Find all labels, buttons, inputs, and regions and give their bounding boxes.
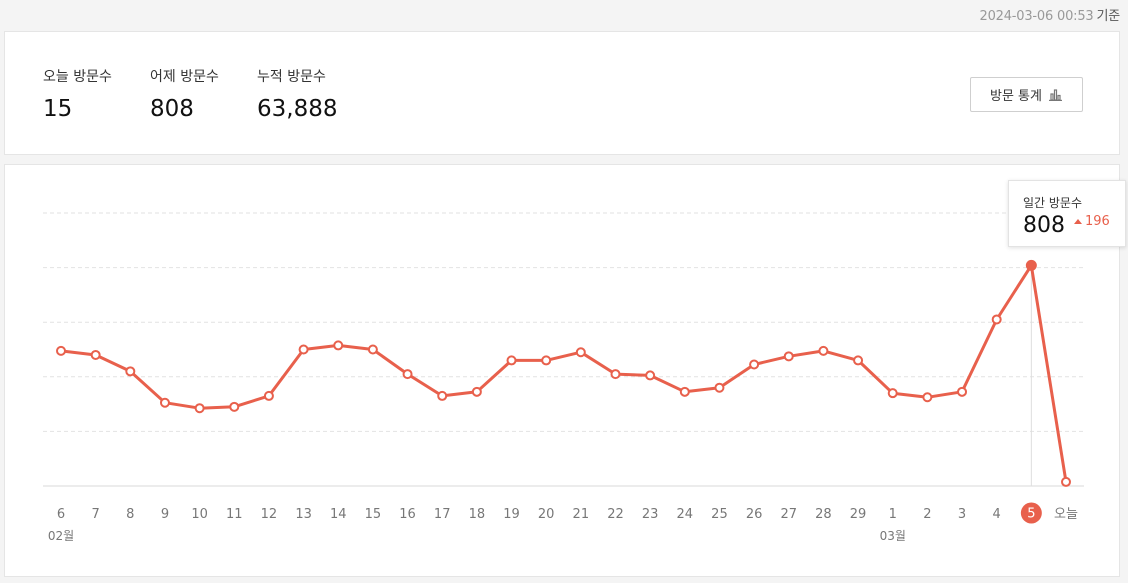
stat-total-label: 누적 방문수 [257,69,326,85]
x-tick-label: 13 [295,507,312,522]
bar-chart-icon [1048,89,1062,101]
stats-summary-card: 오늘 방문수 15 어제 방문수 808 누적 방문수 63,888 방문 통계 [4,31,1120,155]
data-point [159,397,170,408]
data-point [402,369,413,380]
daily-visits-chart-card: 6 7 8 9 10 11 12 13 14 15 16 17 18 19 20 21 22 23 24 25 26 27… [4,164,1126,577]
x-tick-label: 29 [850,507,867,522]
x-tick-label: 1 [889,507,897,522]
data-point [229,401,240,412]
up-arrow-icon [1074,219,1082,224]
stat-yesterday-value: 808 [150,96,194,122]
series-line [59,263,1068,484]
data-point [90,349,101,360]
x-tick-label: 3 [958,507,966,522]
x-tick-label: 12 [261,507,278,522]
x-tick-label: 22 [607,507,624,522]
data-point [125,366,136,377]
data-point [575,347,586,358]
stat-today-label: 오늘 방문수 [43,69,112,85]
data-point [1061,476,1071,487]
data-point [471,386,482,397]
data-point [541,355,552,366]
x-tick-label: 6 [57,507,65,522]
data-point [922,392,933,403]
x-tick-label: 10 [191,507,208,522]
chart-tooltip: 일간 방문수 808 196 [1008,180,1126,247]
x-tick-label: 9 [161,507,169,522]
month-label: 03월 [880,529,906,543]
stat-yesterday-label: 어제 방문수 [150,69,219,85]
x-tick-label: 14 [330,507,347,522]
data-point [298,344,309,355]
x-tick-label: 8 [126,507,134,522]
stat-yesterday: 어제 방문수 808 [150,66,219,122]
data-point [610,369,621,380]
stat-today: 오늘 방문수 15 [43,66,112,122]
data-point [818,345,829,356]
x-tick-label: 15 [365,507,382,522]
x-tick-label: 24 [677,507,694,522]
visit-stats-button[interactable]: 방문 통계 [970,77,1083,112]
data-point [56,345,66,356]
data-point [263,390,274,401]
visit-stats-button-label: 방문 통계 [990,89,1042,104]
timestamp-value: 2024-03-06 00:53 [979,9,1094,24]
x-tick-label: 25 [711,507,728,522]
x-tick-label: 7 [92,507,100,522]
x-tick-label: 4 [993,507,1001,522]
data-point [783,351,794,362]
data-point [887,388,898,399]
x-tick-label: 2 [923,507,931,522]
tooltip-value: 808 [1023,213,1065,238]
tooltip-label: 일간 방문수 [1023,196,1083,210]
x-tick-label: 20 [538,507,555,522]
x-tick-label: 17 [434,507,451,522]
timestamp: 2024-03-06 00:53 기준 [979,5,1121,24]
daily-visits-chart: 6 7 8 9 10 11 12 13 14 15 16 17 18 19 20 21 22 23 24 25 26 27… [43,212,1084,543]
x-tick-label: 21 [573,507,590,522]
data-point [749,359,760,370]
selected-day-badge [1020,502,1042,524]
stat-total-value: 63,888 [257,96,338,122]
data-point-highlight [1025,259,1037,271]
tooltip-diff: 196 [1074,214,1110,229]
data-point [437,390,448,401]
x-tick-label-selected: 5 [1027,507,1035,522]
x-tick-label: 27 [780,507,797,522]
data-point [645,370,656,381]
x-tick-label: 오늘 [1054,507,1078,522]
tooltip-diff-value: 196 [1085,214,1110,229]
x-tick-label: 26 [746,507,763,522]
data-point [506,355,517,366]
x-tick-label: 18 [469,507,486,522]
stat-total: 누적 방문수 63,888 [257,66,337,122]
data-point [367,344,378,355]
x-tick-label: 11 [226,507,243,522]
month-label: 02월 [48,529,74,543]
data-point [957,386,968,397]
x-tick-label: 23 [642,507,659,522]
data-point [714,382,725,393]
data-point [853,355,864,366]
x-tick-label: 19 [503,507,520,522]
data-point [333,340,344,351]
x-tick-label: 28 [815,507,832,522]
data-point [991,314,1002,325]
x-tick-label: 16 [399,507,416,522]
data-point [679,386,690,397]
data-point [194,403,205,414]
timestamp-suffix: 기준 [1096,9,1120,24]
stat-today-value: 15 [43,96,73,122]
